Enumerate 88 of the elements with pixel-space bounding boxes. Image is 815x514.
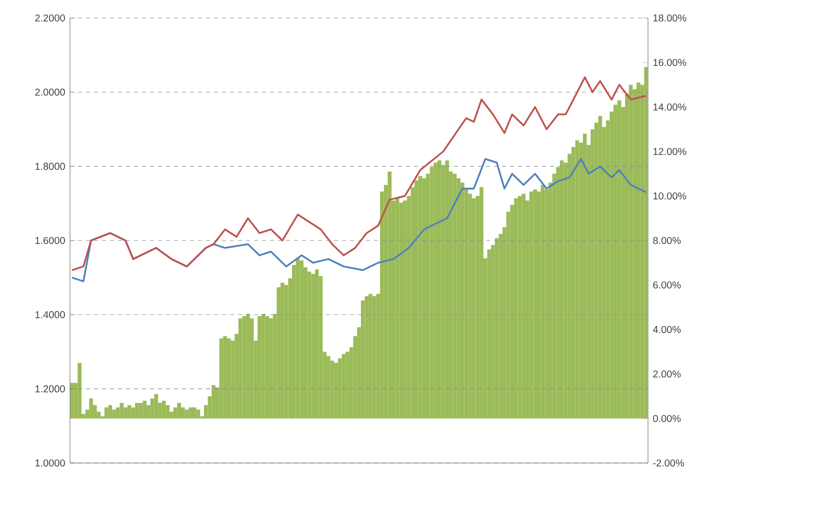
bar xyxy=(514,198,518,418)
bar xyxy=(628,84,633,418)
bar xyxy=(472,198,476,418)
bar xyxy=(219,338,224,418)
y2-tick-label: 6.00% xyxy=(653,281,681,289)
bar xyxy=(131,407,136,418)
bar xyxy=(138,402,143,418)
bar xyxy=(300,260,304,418)
bar xyxy=(120,402,124,418)
y2-tick-label: 12.00% xyxy=(653,148,686,156)
bar xyxy=(135,402,139,418)
bar xyxy=(418,176,422,418)
bar xyxy=(276,287,281,418)
bar xyxy=(184,410,189,418)
bar xyxy=(150,398,154,418)
bar xyxy=(242,316,246,418)
bar xyxy=(162,400,166,418)
bar xyxy=(522,194,526,418)
bar xyxy=(280,282,284,418)
bar xyxy=(258,316,262,418)
bar xyxy=(226,338,231,418)
y2-tick-label: -2.00% xyxy=(653,459,684,467)
y2-tick-label: 8.00% xyxy=(653,236,681,244)
bar xyxy=(399,202,404,418)
bar xyxy=(372,296,376,418)
y2-tick-label: 2.00% xyxy=(653,370,681,378)
bar xyxy=(250,318,254,418)
bar xyxy=(575,140,580,418)
y2-tick-label: 0.00% xyxy=(653,414,681,422)
y2-tick-label: 16.00% xyxy=(653,58,686,66)
bar xyxy=(437,160,442,418)
bar xyxy=(582,134,587,418)
bar xyxy=(338,358,342,418)
bar xyxy=(311,274,315,418)
y2-tick-label: 4.00% xyxy=(652,326,681,334)
bar xyxy=(560,160,564,418)
bar xyxy=(403,200,407,418)
bar xyxy=(154,394,158,418)
y-tick-label: 2.2000 xyxy=(35,14,65,22)
y2-tick-label: 18.00% xyxy=(653,14,686,22)
bar xyxy=(518,196,522,418)
bar xyxy=(342,354,346,418)
bar xyxy=(108,405,112,418)
bar xyxy=(127,405,132,418)
bar xyxy=(188,407,192,418)
bar xyxy=(177,402,182,418)
bar xyxy=(434,162,438,418)
bar xyxy=(441,164,446,418)
bar xyxy=(314,269,319,418)
bar xyxy=(452,174,457,418)
bar xyxy=(89,398,93,418)
bar xyxy=(212,385,216,418)
bar xyxy=(533,189,537,418)
bar xyxy=(617,100,622,418)
bar xyxy=(142,400,147,418)
bar xyxy=(364,296,369,418)
line-series xyxy=(71,76,647,272)
y-tick-label: 1.4000 xyxy=(35,311,65,318)
bar xyxy=(414,180,418,418)
bar xyxy=(644,66,648,418)
bar xyxy=(395,198,400,418)
bar xyxy=(181,407,185,418)
bar xyxy=(70,382,74,418)
bar xyxy=(104,407,108,418)
bar xyxy=(529,192,534,418)
bar xyxy=(173,407,178,418)
y-tick-label: 1.0000 xyxy=(35,459,65,467)
bar xyxy=(487,249,492,418)
bar xyxy=(192,407,196,418)
bar xyxy=(598,116,602,418)
bar xyxy=(261,314,266,418)
y-tick-label: 1.8000 xyxy=(35,162,65,170)
y-tick-label: 1.2000 xyxy=(35,385,65,392)
bar xyxy=(494,238,499,418)
bar xyxy=(78,362,82,418)
y-tick-label: 1.6000 xyxy=(35,236,65,244)
bar xyxy=(238,318,242,418)
y2-tick-label: 14.00% xyxy=(653,103,686,111)
bar xyxy=(636,82,640,418)
bar xyxy=(196,410,200,418)
bar xyxy=(296,258,300,418)
bar xyxy=(265,316,270,418)
y-tick-label: 2.0000 xyxy=(35,88,65,96)
y2-tick-label: 10.00% xyxy=(653,192,686,200)
bar xyxy=(388,172,392,418)
bar xyxy=(540,184,545,418)
bar xyxy=(116,407,120,418)
bar xyxy=(480,187,484,418)
